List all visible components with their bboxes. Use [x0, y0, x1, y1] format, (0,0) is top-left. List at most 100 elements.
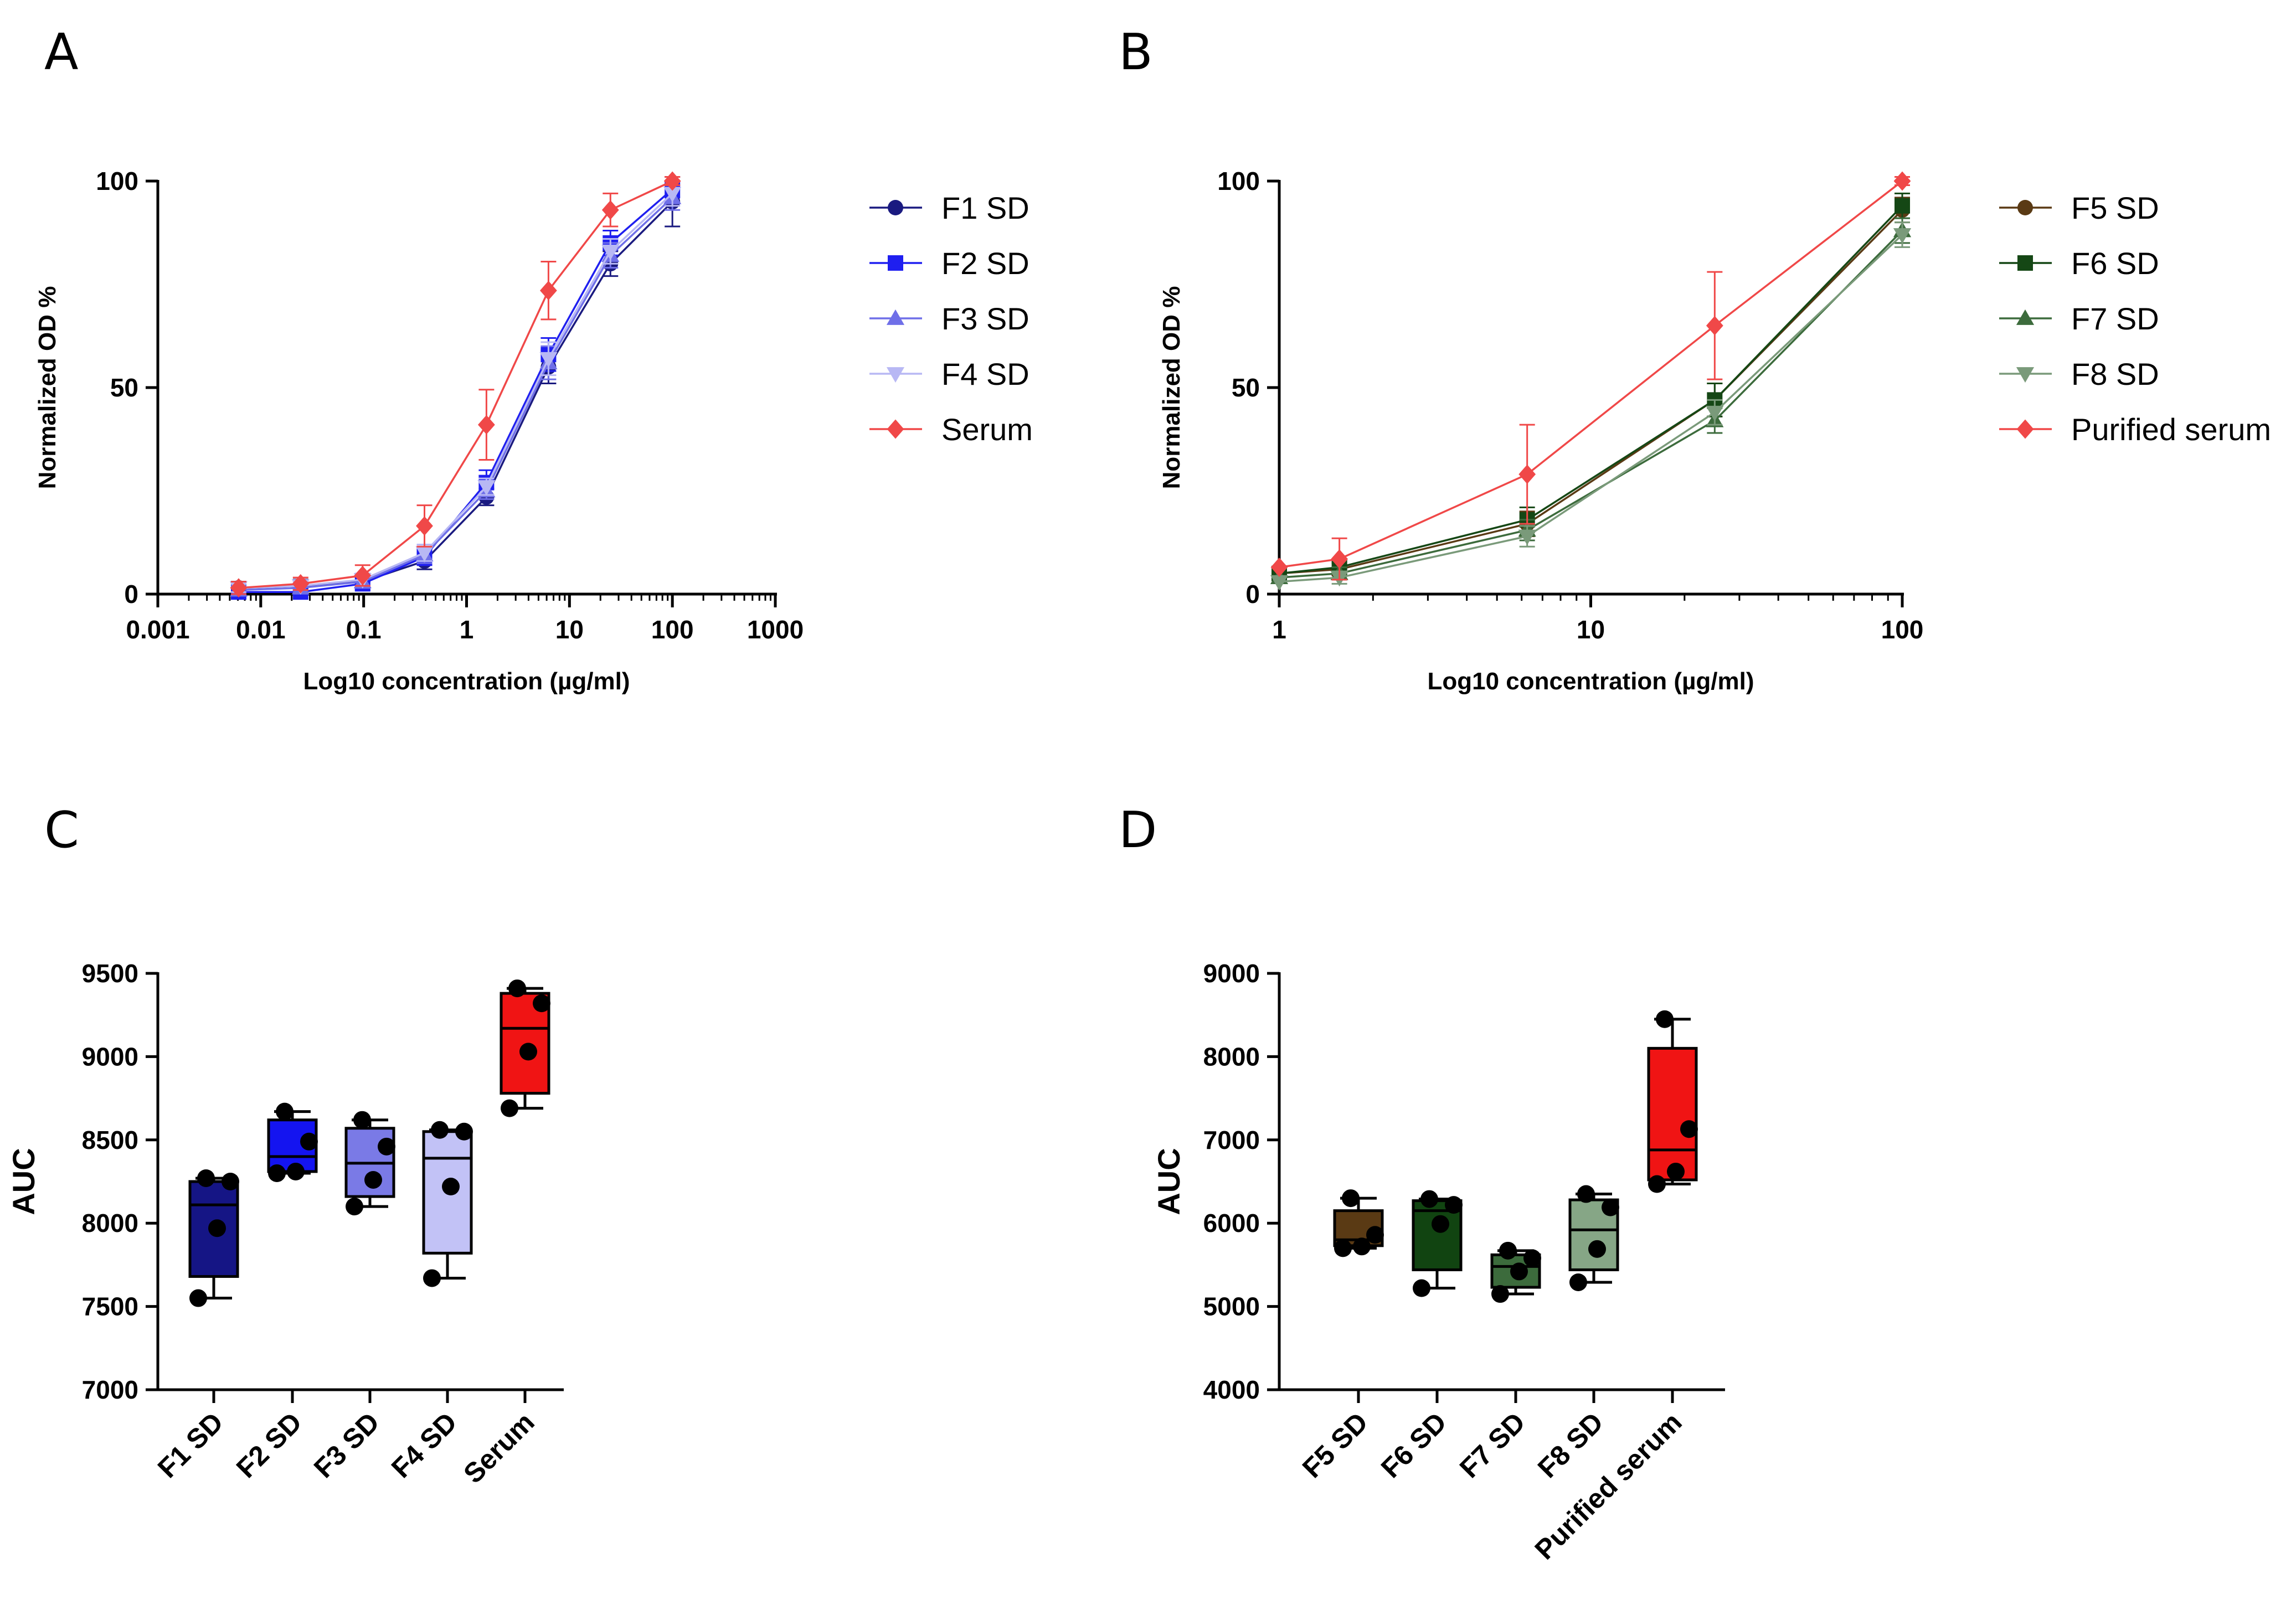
data-point — [601, 200, 619, 220]
data-point — [477, 415, 495, 435]
x-axis-title: Log10 concentration (µg/ml) — [1427, 668, 1754, 695]
data-point — [1602, 1198, 1619, 1216]
panel-a: A 0 50 100 0.001 0.01 0.1 1 10 100 1000 Log10 conce… — [34, 23, 1033, 695]
y-tick-label: 8500 — [82, 1126, 138, 1154]
data-point — [415, 546, 434, 562]
data-point — [431, 1121, 449, 1139]
data-point — [346, 1198, 363, 1216]
y-tick-label: 0 — [1245, 580, 1260, 608]
y-tick-label: 100 — [1217, 167, 1260, 195]
data-point — [208, 1219, 226, 1237]
legend-marker — [2016, 419, 2034, 439]
series-line — [1279, 230, 1903, 579]
x-tick-label: 100 — [651, 615, 694, 644]
legend-label: F2 SD — [941, 246, 1029, 281]
legend-item: Purified serum — [1999, 412, 2271, 447]
x-axis-title: Log10 concentration (µg/ml) — [303, 668, 630, 695]
series-line — [238, 197, 673, 591]
data-point — [1445, 1196, 1463, 1214]
data-point — [519, 1043, 537, 1061]
data-point — [1413, 1279, 1430, 1297]
series-line — [238, 180, 673, 589]
x-tick-label: 1000 — [747, 615, 804, 644]
data-point — [1491, 1285, 1509, 1303]
x-tick-label: 0.1 — [346, 615, 382, 644]
x-tick-label: 10 — [555, 615, 584, 644]
data-point — [442, 1178, 460, 1196]
y-tick-label: 8000 — [82, 1209, 138, 1237]
y-tick-label: 5000 — [1203, 1292, 1260, 1321]
y-tick-label: 7000 — [82, 1375, 138, 1404]
data-point — [1353, 1237, 1371, 1256]
x-tick-label: F3 SD — [308, 1406, 385, 1484]
legend-label: F1 SD — [941, 190, 1029, 225]
y-tick-label: 9000 — [1203, 959, 1260, 988]
data-point — [353, 1111, 371, 1129]
data-point — [533, 994, 550, 1013]
box-purified-serum — [1647, 1010, 1698, 1193]
data-point — [477, 480, 496, 496]
legend-item: F6 SD — [1999, 246, 2159, 281]
data-point — [455, 1122, 473, 1141]
data-point — [276, 1102, 294, 1121]
legend-item: F2 SD — [869, 246, 1029, 281]
data-point — [1518, 529, 1536, 545]
legend-label: Purified serum — [2071, 412, 2271, 447]
data-point — [1270, 558, 1288, 577]
legend-item: F8 SD — [1999, 357, 2159, 391]
data-point — [292, 574, 310, 594]
data-point — [197, 1169, 215, 1187]
x-tick-label: Purified serum — [1529, 1406, 1688, 1565]
legend-item: F7 SD — [1999, 301, 2159, 336]
series-line — [1279, 209, 1903, 575]
y-tick-label: 9500 — [82, 959, 138, 988]
data-point — [1432, 1215, 1449, 1233]
data-point — [1334, 1239, 1352, 1257]
panel-letter-c: C — [44, 801, 79, 859]
data-point — [1510, 1262, 1528, 1281]
y-tick-label: 0 — [124, 580, 138, 608]
data-point — [601, 244, 620, 260]
legend-label: Serum — [941, 412, 1033, 447]
y-tick-label: 9000 — [82, 1042, 138, 1071]
legend-item: F1 SD — [869, 190, 1029, 225]
box-f3-sd — [344, 1111, 395, 1216]
y-axis-title: Normalized OD % — [1158, 286, 1185, 489]
legend-label: F3 SD — [941, 301, 1029, 336]
legend-item: F4 SD — [869, 357, 1029, 391]
x-tick-label: F6 SD — [1375, 1406, 1453, 1484]
y-tick-label: 50 — [1232, 373, 1260, 402]
x-tick-label: 1 — [1272, 615, 1286, 644]
box-f7-sd — [1490, 1241, 1541, 1303]
panel-d: D 4000 5000 6000 7000 8000 9000 AUC F5 SD F6 SD F7… — [1119, 801, 1725, 1565]
data-point — [416, 516, 433, 536]
y-tick-label: 6000 — [1203, 1209, 1260, 1237]
legend-item: F5 SD — [1999, 190, 2159, 225]
legend-marker — [888, 255, 903, 271]
data-point — [287, 1162, 305, 1180]
data-point — [1706, 405, 1724, 421]
series-purified-serum — [1270, 171, 1911, 581]
series-f2-sd — [230, 180, 681, 600]
series-serum — [230, 171, 681, 598]
legend-marker — [2016, 309, 2035, 325]
data-point — [230, 578, 248, 598]
data-point — [1499, 1241, 1517, 1260]
y-tick-label: 4000 — [1203, 1375, 1260, 1404]
series-line — [1279, 205, 1903, 575]
data-point — [1706, 316, 1723, 336]
x-tick-label: F2 SD — [230, 1406, 308, 1484]
series-f7-sd — [1270, 217, 1912, 585]
data-point — [354, 565, 372, 585]
data-point — [1680, 1120, 1698, 1138]
data-point — [663, 171, 681, 191]
legend-label: F8 SD — [2071, 357, 2159, 391]
y-axis-title: AUC — [6, 1148, 41, 1215]
x-tick-label: F1 SD — [152, 1406, 229, 1484]
x-tick-label: F4 SD — [385, 1406, 463, 1484]
legend-marker — [887, 419, 904, 439]
y-tick-label: 8000 — [1203, 1042, 1260, 1071]
box-f2-sd — [267, 1102, 318, 1182]
x-tick-label: 1 — [460, 615, 474, 644]
